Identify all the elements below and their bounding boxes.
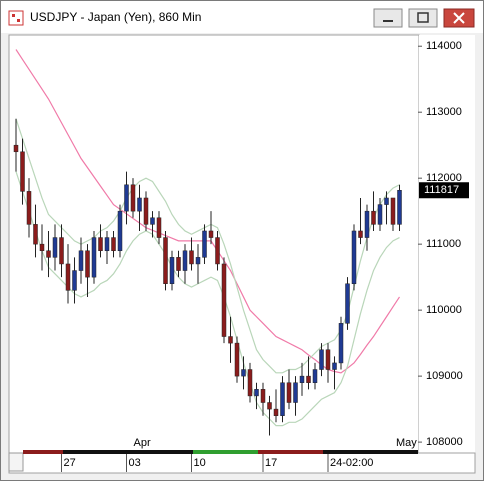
candle-body (351, 230, 357, 284)
month-label: Apr (134, 437, 151, 449)
candle-body (234, 342, 240, 377)
candle-body (325, 349, 331, 370)
candle-body (397, 190, 402, 225)
candle-body (85, 250, 90, 278)
candle-body (345, 283, 350, 324)
scroll-box[interactable] (8, 452, 24, 472)
candle-body (20, 151, 25, 192)
y-tick-label: 112000 (426, 172, 462, 184)
candle-body (247, 369, 253, 397)
candle-body (39, 243, 45, 252)
candle-body (182, 250, 188, 271)
candle-body (299, 375, 305, 383)
candle-body (52, 237, 58, 258)
candle-body (364, 210, 370, 238)
candle-body (98, 237, 103, 252)
candle-body (390, 197, 396, 225)
title-bar (1, 1, 483, 33)
candle-body (72, 270, 77, 291)
app-icon-dot (17, 19, 20, 22)
app-icon-dot (12, 14, 15, 17)
candle-body (33, 224, 38, 245)
y-tick-label: 113000 (426, 106, 462, 118)
candle-body (117, 210, 123, 252)
candle-body (215, 237, 220, 265)
candle-body (78, 250, 84, 271)
candle-body (169, 257, 175, 284)
candle-body (104, 237, 110, 252)
candle-body (195, 257, 201, 265)
candle-body (26, 191, 32, 225)
timeline-segment (23, 450, 63, 454)
candle-body (280, 382, 285, 416)
candle-body (358, 230, 363, 238)
timeline-segment (258, 450, 323, 454)
y-tick-label: 111000 (426, 238, 461, 250)
timeline-segment (63, 450, 193, 454)
timeline-segment (193, 450, 258, 454)
candle-body (254, 389, 259, 397)
x-tick-label: 24-02:00 (330, 457, 373, 469)
candle-body (260, 389, 266, 403)
app-icon (8, 10, 24, 26)
y-tick-label: 108000 (426, 436, 463, 448)
candle-body (312, 369, 318, 383)
candle-body (124, 184, 129, 212)
candle-body (13, 144, 19, 153)
candle-body (137, 197, 142, 212)
maximize-button[interactable] (408, 8, 438, 28)
minimize-button[interactable] (373, 8, 403, 28)
indicator-line (15, 171, 400, 427)
window-title: USDJPY - Japan (Yen), 860 Min (30, 10, 201, 24)
candle-body (267, 402, 272, 410)
indicator-line (15, 49, 401, 374)
candle-body (65, 263, 71, 291)
candle-body (163, 237, 168, 284)
y-tick-label: 109000 (426, 370, 463, 382)
plot-area (8, 34, 420, 454)
candle-body (176, 257, 181, 271)
candle-body (319, 349, 324, 370)
candle-body (377, 204, 383, 225)
x-tick-label: 17 (265, 457, 277, 469)
indicator-line (15, 118, 400, 374)
candle-body (338, 323, 344, 364)
close-button[interactable] (443, 8, 475, 28)
month-label: May (396, 437, 417, 449)
candle-body (189, 250, 194, 265)
y-tick-label: 114000 (426, 40, 462, 52)
price-axis (419, 35, 475, 453)
y-tick-label: 110000 (426, 304, 462, 316)
x-tick-label: 03 (129, 457, 141, 469)
candle-body (46, 250, 51, 258)
candle-body (273, 408, 279, 416)
x-tick-label: 27 (64, 457, 76, 469)
candle-body (202, 230, 207, 258)
candle-body (59, 237, 64, 265)
candle-body (332, 362, 337, 370)
candle-body (143, 197, 149, 225)
candle-body (371, 210, 376, 225)
candle-body (221, 263, 227, 337)
timeline-segment (323, 450, 418, 454)
candle-body (156, 217, 162, 238)
candle-body (286, 382, 292, 403)
candle-body (111, 237, 116, 252)
candle-body (293, 382, 298, 403)
candle-body (241, 369, 246, 377)
candle-body (150, 217, 155, 225)
candle-body (91, 237, 97, 278)
time-axis (8, 452, 476, 474)
candle-body (208, 230, 214, 238)
candle-body (384, 197, 389, 205)
candle-body (306, 375, 311, 383)
candle-body (130, 184, 136, 212)
candle-body (228, 336, 233, 344)
x-tick-label: 10 (194, 457, 206, 469)
last-price-label: 111817 (424, 184, 459, 196)
last-price-box (419, 182, 469, 199)
